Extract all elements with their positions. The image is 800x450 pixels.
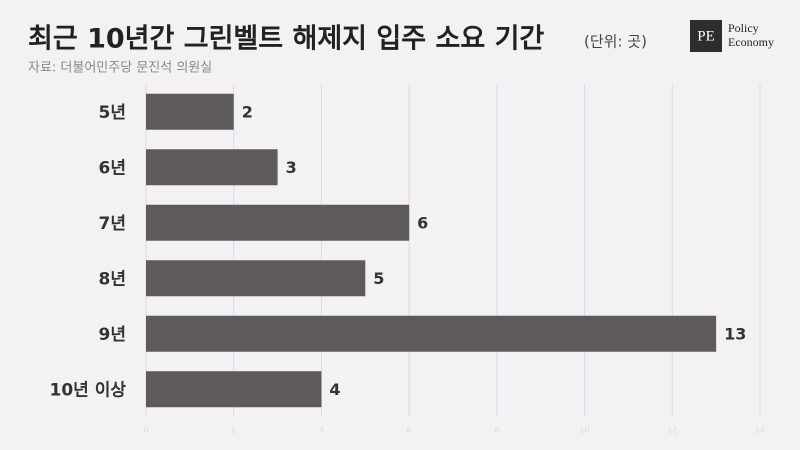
logo-text: Policy	[728, 21, 759, 35]
x-tick-label: 8	[494, 426, 499, 435]
bar	[146, 149, 278, 186]
bar	[146, 204, 410, 241]
x-tick-label: 10	[579, 426, 589, 435]
x-tick-label: 4	[319, 426, 324, 435]
x-tick-label: 12	[667, 426, 677, 435]
logo-text: Economy	[728, 35, 774, 49]
bar	[146, 371, 322, 408]
bar	[146, 315, 717, 352]
logo-mark: PE	[697, 28, 715, 44]
data-label: 5	[373, 269, 384, 288]
y-tick-label: 6년	[99, 158, 126, 178]
y-tick-label: 5년	[99, 103, 126, 123]
data-label: 4	[329, 380, 340, 399]
data-label: 3	[286, 158, 297, 177]
source: 자료: 더불어민주당 문진석 의원실	[28, 61, 212, 76]
chart-title: 최근 10년간 그린벨트 해제지 입주 소요 기간	[28, 24, 544, 55]
y-tick-label: 7년	[99, 214, 126, 234]
x-tick-label: 14	[755, 426, 765, 435]
bar	[146, 93, 234, 130]
data-label: 2	[242, 102, 253, 121]
x-tick-label: 0	[143, 426, 148, 435]
y-tick-label: 9년	[99, 325, 126, 345]
x-tick-label: 6	[407, 426, 412, 435]
x-tick-label: 2	[231, 426, 236, 435]
y-tick-label: 10년 이상	[50, 380, 127, 400]
data-label: 6	[417, 213, 428, 232]
unit-label: (단위: 곳)	[584, 33, 647, 51]
data-label: 13	[724, 324, 746, 343]
bar	[146, 260, 366, 297]
logo-box	[690, 20, 722, 52]
y-tick-label: 8년	[99, 269, 126, 289]
